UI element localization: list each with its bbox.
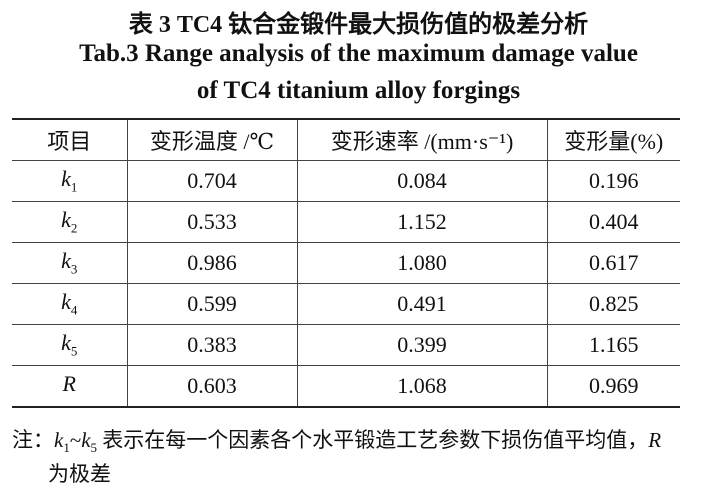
table-row: R 0.603 1.068 0.969 <box>12 365 680 407</box>
table-row: k2 0.533 1.152 0.404 <box>12 201 680 243</box>
header-cell: 项目 <box>12 118 127 161</box>
note-r: R <box>648 428 662 452</box>
row-label: R <box>12 365 127 407</box>
value-cell: 0.196 <box>546 160 680 202</box>
header-cell: 变形温度 /℃ <box>126 118 297 161</box>
row-label: k4 <box>12 283 127 325</box>
value-cell: 0.404 <box>546 201 680 243</box>
table-row: k3 0.986 1.080 0.617 <box>12 242 680 284</box>
table-note: 注：k1~k5 表示在每一个因素各个水平锻造工艺参数下损伤值平均值，R 为极差 <box>12 427 702 488</box>
value-cell: 0.399 <box>296 324 547 366</box>
note-k1: k1 <box>54 428 70 456</box>
value-cell: 0.383 <box>126 324 297 366</box>
value-cell: 1.068 <box>296 365 547 407</box>
value-cell: 0.969 <box>546 365 680 407</box>
value-cell: 0.533 <box>126 201 297 243</box>
value-cell: 0.603 <box>126 365 297 407</box>
row-label: k1 <box>12 160 127 202</box>
header-cell: 变形速率 /(mm·s⁻¹) <box>296 118 547 161</box>
table-title-en-line2: of TC4 titanium alloy forgings <box>196 77 521 104</box>
value-cell: 0.491 <box>296 283 547 325</box>
note-k5: k5 <box>81 428 98 456</box>
range-analysis-table: 项目 变形温度 /℃ 变形速率 /(mm·s⁻¹) 变形量(%) k1 0.704… <box>12 118 680 408</box>
header-row: 项目 变形温度 /℃ 变形速率 /(mm·s⁻¹) 变形量(%) <box>12 118 680 161</box>
value-cell: 0.084 <box>296 160 547 202</box>
table-row: k5 0.383 0.399 1.165 <box>12 324 680 366</box>
value-cell: 1.165 <box>546 324 680 366</box>
note-text: 表示在每一个因素各个水平锻造工艺参数下损伤值平均值， <box>97 428 649 452</box>
value-cell: 1.152 <box>296 201 547 243</box>
table-row: k4 0.599 0.491 0.825 <box>12 283 680 325</box>
table-title-cn: 表 3 TC4 钛合金锻件最大损伤值的极差分析 <box>128 12 589 38</box>
note-prefix: 注： <box>12 428 54 452</box>
table-title-en-line1: Tab.3 Range analysis of the maximum dama… <box>79 40 638 67</box>
note-tilde: ~ <box>69 428 82 452</box>
table-row: k1 0.704 0.084 0.196 <box>12 160 680 202</box>
value-cell: 0.825 <box>546 283 680 325</box>
row-label: k5 <box>12 324 127 366</box>
row-label: k2 <box>12 201 127 243</box>
value-cell: 0.704 <box>126 160 297 202</box>
value-cell: 0.986 <box>126 242 297 284</box>
row-label: k3 <box>12 242 127 284</box>
value-cell: 0.617 <box>546 242 680 284</box>
value-cell: 1.080 <box>296 242 547 284</box>
note-text-2: 为极差 <box>48 462 111 487</box>
header-cell: 变形量(%) <box>546 118 680 161</box>
value-cell: 0.599 <box>126 283 297 325</box>
